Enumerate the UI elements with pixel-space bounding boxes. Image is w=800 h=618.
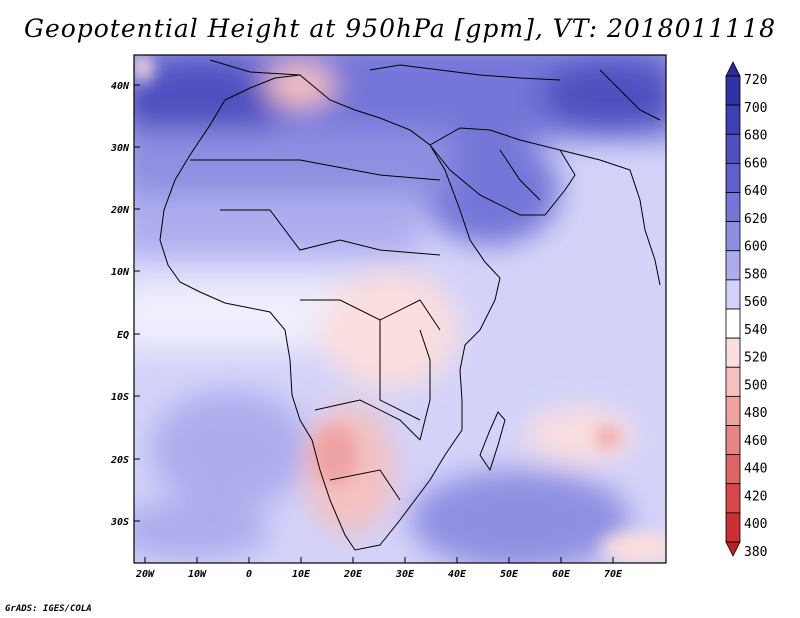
colorbar-swatch (725, 541, 741, 557)
colorbar-label: 440 (744, 462, 767, 477)
lat-label: EQ (117, 330, 129, 341)
colorbar-swatch (725, 425, 741, 456)
colorbar-label: 660 (744, 156, 767, 171)
colorbar-swatch (725, 133, 741, 164)
lat-label: 40N (111, 81, 130, 92)
colorbar-label: 700 (744, 101, 767, 116)
colorbar-swatch (725, 192, 741, 223)
lat-label: 10N (111, 267, 130, 278)
colorbar-swatch (725, 454, 741, 485)
height-field (134, 55, 666, 563)
colorbar-swatch (725, 104, 741, 135)
colorbar-swatch (725, 162, 741, 193)
colorbar-label: 620 (744, 212, 767, 227)
colorbar-label: 520 (744, 351, 767, 366)
colorbar-label: 560 (744, 295, 767, 310)
map-frame (133, 54, 667, 564)
colorbar-swatch (725, 395, 741, 426)
lon-label: 20E (343, 569, 363, 580)
colorbar-label: 600 (744, 240, 767, 255)
colorbar-swatch (725, 512, 741, 543)
colorbar: 720 700 680 660 640 620 600 580 560 540 520 500 480 4… (725, 61, 767, 560)
chart-title: Geopotential Height at 950hPa [gpm], VT:… (23, 14, 777, 43)
colorbar-swatch (725, 75, 741, 106)
lon-label: 10W (188, 569, 207, 580)
footer-credit: GrADS: IGES/COLA (5, 604, 92, 614)
colorbar-label: 400 (744, 517, 767, 532)
axis-ticks (134, 84, 614, 563)
colorbar-swatch (725, 366, 741, 397)
colorbar-swatch (725, 483, 741, 514)
lat-label: 30S (110, 517, 129, 528)
colorbar-label: 540 (744, 323, 767, 338)
lon-label: 40E (448, 569, 467, 580)
colorbar-label: 500 (744, 378, 767, 393)
colorbar-swatch (725, 279, 741, 310)
colorbar-label: 380 (744, 545, 767, 560)
lon-label: 20W (135, 569, 155, 580)
colorbar-label: 460 (744, 434, 767, 449)
colorbar-swatch (725, 250, 741, 281)
lat-label: 20N (110, 205, 130, 216)
colorbar-label: 580 (744, 267, 767, 282)
colorbar-swatch (725, 61, 741, 77)
lat-labels: 40N 30N 20N 10N EQ 10S 20S 30S (110, 81, 130, 528)
colorbar-label: 420 (744, 489, 767, 504)
lat-label: 10S (111, 392, 129, 403)
lat-label: 30N (110, 143, 130, 154)
lon-label: 60E (552, 569, 571, 580)
lon-label: 10E (292, 569, 311, 580)
lon-labels: 20W 10W 0 10E 20E 30E 40E 50E 60E 70E (135, 569, 623, 580)
colorbar-label: 720 (744, 73, 767, 88)
lon-label: 50E (500, 569, 519, 580)
lon-label: 0 (246, 569, 252, 580)
colorbar-label: 640 (744, 184, 767, 199)
colorbar-label: 480 (744, 406, 767, 421)
lon-label: 70E (604, 569, 623, 580)
colorbar-swatch (725, 308, 741, 339)
colorbar-swatch (725, 337, 741, 368)
coastlines (159, 59, 661, 551)
colorbar-swatch (725, 221, 741, 252)
lat-label: 20S (110, 455, 129, 466)
lon-label: 30E (395, 569, 415, 580)
colorbar-label: 680 (744, 129, 767, 144)
